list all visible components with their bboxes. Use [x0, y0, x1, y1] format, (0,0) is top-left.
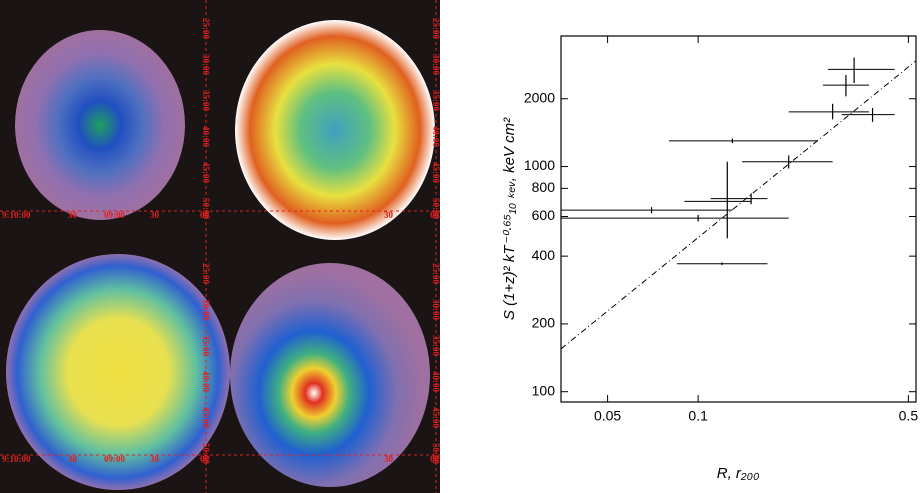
- x-tick-label: 0.05: [594, 408, 621, 424]
- y-tick-label: 2000: [524, 89, 555, 105]
- ra-label: 00: [200, 454, 210, 464]
- dec-label: 50:00: [201, 198, 211, 219]
- dec-label: 30:00: [431, 54, 441, 75]
- ra-label: 09:00: [104, 454, 125, 464]
- ra-label: 00: [430, 454, 440, 464]
- map-panel: [230, 263, 430, 487]
- dec-label: 35:00: [201, 335, 211, 356]
- dec-label: 30:00: [431, 299, 441, 320]
- ra-label: 30: [150, 454, 160, 464]
- y-tick-label: 100: [532, 382, 556, 398]
- dec-label: 30:00: [201, 54, 211, 75]
- ra-label: 9:10:00: [2, 210, 31, 220]
- ra-label: 30: [68, 210, 78, 220]
- dec-label: 45:00: [431, 162, 441, 183]
- dec-label: 50:00: [431, 198, 441, 219]
- dec-label: 35:00: [431, 335, 441, 356]
- plot-frame: [560, 35, 917, 403]
- ra-label: 30: [68, 454, 78, 464]
- ra-label: 09:00: [104, 210, 125, 220]
- ra-label: 00: [430, 210, 440, 220]
- y-tick-label: 600: [532, 207, 556, 223]
- dec-label: 40:00: [201, 371, 211, 392]
- dec-label: 25:00: [201, 18, 211, 39]
- dec-label: 40:00: [201, 126, 211, 147]
- ra-label: 00: [200, 210, 210, 220]
- y-tick-label: 200: [532, 315, 556, 331]
- dec-label: 45:00: [431, 407, 441, 428]
- dec-label: 35:00: [201, 90, 211, 111]
- dec-label: 45:00: [201, 162, 211, 183]
- dec-label: 40:00: [431, 126, 441, 147]
- dec-label: 25:00: [431, 263, 441, 284]
- map-panel: [235, 20, 435, 240]
- ra-label: 30: [150, 210, 160, 220]
- dec-label: 50:00: [201, 443, 211, 464]
- x-tick-label: 0.5: [899, 408, 919, 424]
- map-panel: [6, 254, 230, 490]
- dec-label: 25:00: [431, 18, 441, 39]
- dec-label: 45:00: [201, 407, 211, 428]
- y-tick-label: 400: [532, 247, 556, 263]
- ra-label: 30: [384, 454, 394, 464]
- dec-label: 40:00: [431, 371, 441, 392]
- dec-label: 30:00: [201, 299, 211, 320]
- ra-label: 9:10:00: [2, 454, 31, 464]
- dec-label: 35:00: [431, 90, 441, 111]
- ra-label: 30: [384, 210, 394, 220]
- fit-line: [560, 60, 917, 350]
- y-tick-label: 1000: [524, 157, 555, 173]
- dec-label: 50:00: [431, 443, 441, 464]
- y-tick-label: 800: [532, 179, 556, 195]
- dec-label: 25:00: [201, 263, 211, 284]
- y-axis-label: S (1+z)² kT⁻⁰·⁶⁵₁₀ ₖₑᵥ, keV cm²: [501, 117, 518, 320]
- x-tick-label: 0.1: [688, 408, 708, 424]
- x-axis-label: R, r₂₀₀: [717, 465, 760, 482]
- map-panel: [15, 30, 185, 220]
- coordinate-grid: [0, 0, 440, 493]
